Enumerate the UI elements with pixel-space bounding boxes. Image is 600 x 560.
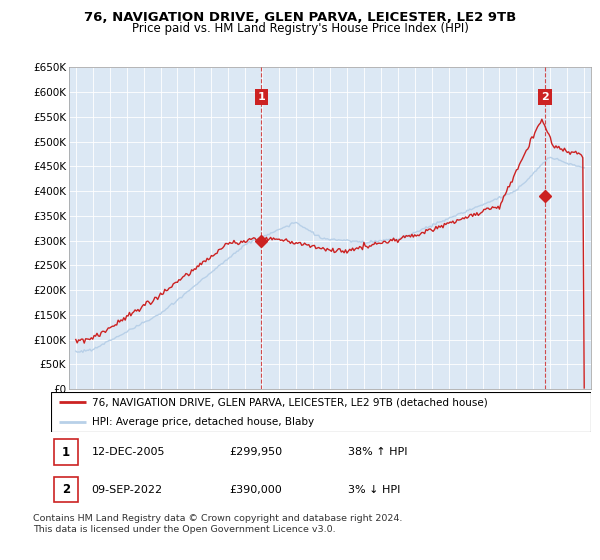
Text: 09-SEP-2022: 09-SEP-2022 (91, 484, 163, 494)
Text: 1: 1 (62, 446, 70, 459)
FancyBboxPatch shape (54, 477, 78, 502)
Text: HPI: Average price, detached house, Blaby: HPI: Average price, detached house, Blab… (91, 417, 314, 427)
Text: 2: 2 (62, 483, 70, 496)
Text: 76, NAVIGATION DRIVE, GLEN PARVA, LEICESTER, LE2 9TB (detached house): 76, NAVIGATION DRIVE, GLEN PARVA, LEICES… (91, 397, 487, 407)
Text: £390,000: £390,000 (229, 484, 282, 494)
Text: 1: 1 (257, 92, 265, 102)
Text: 76, NAVIGATION DRIVE, GLEN PARVA, LEICESTER, LE2 9TB: 76, NAVIGATION DRIVE, GLEN PARVA, LEICES… (84, 11, 516, 24)
Text: Contains HM Land Registry data © Crown copyright and database right 2024.: Contains HM Land Registry data © Crown c… (33, 514, 403, 523)
Text: 3% ↓ HPI: 3% ↓ HPI (348, 484, 400, 494)
Text: Price paid vs. HM Land Registry's House Price Index (HPI): Price paid vs. HM Land Registry's House … (131, 22, 469, 35)
Text: £299,950: £299,950 (229, 447, 283, 458)
Text: 38% ↑ HPI: 38% ↑ HPI (348, 447, 407, 458)
FancyBboxPatch shape (51, 392, 591, 432)
Text: This data is licensed under the Open Government Licence v3.0.: This data is licensed under the Open Gov… (33, 525, 335, 534)
Text: 12-DEC-2005: 12-DEC-2005 (91, 447, 165, 458)
Text: 2: 2 (541, 92, 549, 102)
FancyBboxPatch shape (54, 440, 78, 465)
